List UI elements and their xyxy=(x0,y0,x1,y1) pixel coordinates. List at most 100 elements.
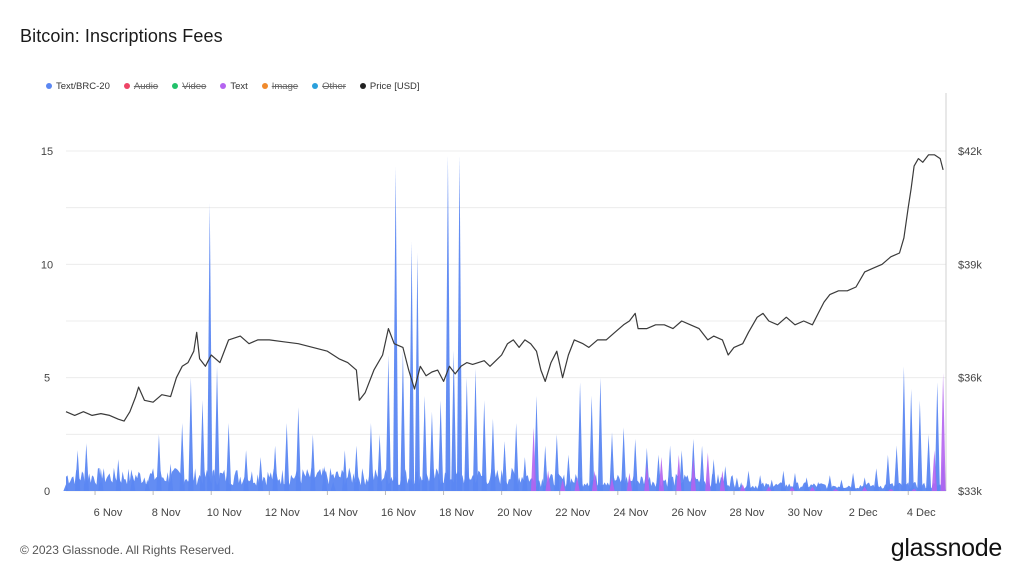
brc20-fee-spike xyxy=(862,477,868,491)
text-fee-spike xyxy=(809,486,816,491)
text-fee-spike xyxy=(560,479,566,491)
y-left-tick-label: 15 xyxy=(41,146,53,158)
legend-label: Video xyxy=(182,80,207,92)
copyright: © 2023 Glassnode. All Rights Reserved. xyxy=(20,543,235,557)
legend-label: Image xyxy=(271,80,299,92)
text-fee-spike xyxy=(530,427,537,491)
legend-dot-icon xyxy=(312,83,319,89)
brc20-fee-spike xyxy=(156,434,162,491)
brc20-fee-spike xyxy=(377,434,383,491)
brc20-fee-spike xyxy=(589,395,595,491)
brc20-fee-spike xyxy=(130,475,136,491)
x-tick-label: 2 Dec xyxy=(849,507,878,519)
legend-dot-icon xyxy=(359,83,366,89)
y-right-tick-label: $42k xyxy=(958,146,982,158)
legend-label: Price [USD] xyxy=(369,80,420,92)
brc20-fee-spike xyxy=(400,350,406,491)
brc20-fee-spike xyxy=(699,445,705,491)
x-tick-label: 30 Nov xyxy=(788,507,823,519)
text-fee-spike xyxy=(833,488,839,491)
legend-item-other[interactable]: Other xyxy=(312,81,346,92)
x-tick-label: 18 Nov xyxy=(439,507,474,519)
brc20-fee-spike xyxy=(385,355,391,491)
x-tick-label: 4 Dec xyxy=(907,507,936,519)
brc20-fee-spike xyxy=(908,389,914,491)
brc20-fee-spike xyxy=(838,479,845,491)
brc20-fee-spike xyxy=(815,481,821,491)
legend: Text/BRC-20 Audio Video Text Image Other Price… xyxy=(46,79,420,93)
brc20-fee-spike xyxy=(167,463,174,491)
text-fee-spike xyxy=(719,470,725,491)
brc20-fee-spike xyxy=(310,434,316,491)
brc20-fee-spike xyxy=(429,411,435,491)
brc20-fee-spike xyxy=(542,445,548,491)
brc20-fee-spike xyxy=(565,454,572,491)
brc20-fee-spike xyxy=(445,155,451,492)
brc20-fee-spike xyxy=(63,484,69,491)
text-fee-spike xyxy=(658,457,664,491)
legend-item-price-usd[interactable]: Price [USD] xyxy=(359,80,420,92)
x-tick-label: 14 Nov xyxy=(323,507,358,519)
y-left-tick-label: 0 xyxy=(44,486,50,498)
brc20-fee-spike xyxy=(188,377,194,491)
legend-label: Audio xyxy=(133,80,159,92)
text-fee-spike xyxy=(911,488,917,491)
x-tick-label: 16 Nov xyxy=(381,507,416,519)
text-fee-spike xyxy=(609,477,615,491)
brc20-fee-spike xyxy=(226,423,232,491)
brc20-fee-spike xyxy=(414,253,421,491)
legend-item-video[interactable]: Video xyxy=(172,81,206,92)
legend-item-audio[interactable]: Audio xyxy=(123,80,159,92)
brc20-fee-spike xyxy=(577,382,583,491)
brc20-fee-spike xyxy=(207,203,213,491)
text-fee-spike xyxy=(676,454,682,491)
brc20-fee-spike xyxy=(597,377,604,491)
y-left-tick-label: 10 xyxy=(41,259,53,271)
brc20-fee-spike xyxy=(257,457,264,491)
brc20-fee-spike xyxy=(243,450,249,491)
text-fee-spike xyxy=(644,463,650,491)
brc20-fee-spike xyxy=(144,479,150,491)
glassnode-logo[interactable]: glassnode xyxy=(890,534,1003,562)
y-right-tick-label: $33k xyxy=(958,486,982,498)
legend-item-text-brc-20[interactable]: Text/BRC-20 xyxy=(46,81,110,92)
x-tick-label: 22 Nov xyxy=(555,507,590,519)
x-tick-label: 28 Nov xyxy=(730,507,765,519)
brc20-fee-spike xyxy=(464,377,470,491)
text-fee-spike xyxy=(626,472,633,491)
legend-item-image[interactable]: Image xyxy=(261,80,299,92)
text-fee-spike xyxy=(789,486,795,491)
brc20-fee-spike xyxy=(632,438,638,491)
brc20-fee-spike xyxy=(894,445,900,491)
brc20-fee-spike xyxy=(490,418,496,491)
x-tick-label: 6 Nov xyxy=(94,507,123,519)
brc20-fee-spike xyxy=(75,450,81,491)
brc20-fee-spike xyxy=(408,241,415,491)
brc20-fee-spike xyxy=(214,366,220,491)
legend-dot-icon xyxy=(46,83,52,89)
brc20-fee-spike xyxy=(422,395,428,491)
brc20-fee-spike xyxy=(925,434,932,491)
text-fee-spike xyxy=(705,452,711,491)
legend-dot-icon xyxy=(220,83,227,89)
legend-item-text[interactable]: Text xyxy=(220,81,248,92)
brc20-fee-spike xyxy=(295,407,301,491)
brc20-fee-spike xyxy=(667,445,673,491)
legend-dot-icon xyxy=(261,83,268,89)
brc20-fee-spike xyxy=(342,450,348,491)
brc20-fee-spike xyxy=(501,441,508,491)
x-tick-label: 8 Nov xyxy=(152,507,181,519)
brc20-fee-spike xyxy=(934,382,940,491)
brc20-fee-spike xyxy=(115,459,121,491)
brc20-fee-spike xyxy=(393,166,399,491)
legend-dot-icon xyxy=(123,83,130,89)
x-tick-label: 10 Nov xyxy=(207,507,242,519)
brc20-fee-spike xyxy=(456,155,463,492)
text-fee-spike xyxy=(931,450,937,491)
brc20-fee-spike xyxy=(873,468,879,491)
brc20-fee-spike xyxy=(792,472,798,491)
brc20-fee-spike xyxy=(451,350,457,491)
text-fee-spike xyxy=(740,484,746,491)
chart-title: Bitcoin: Inscriptions Fees xyxy=(20,26,223,46)
